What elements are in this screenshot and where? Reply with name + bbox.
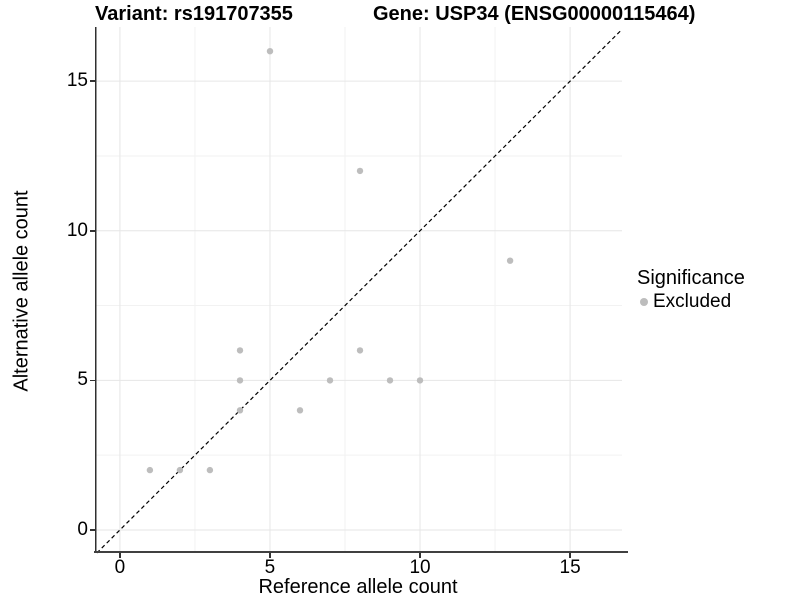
x-axis-title: Reference allele count (258, 576, 458, 598)
y-tick-label: 5 (77, 369, 88, 391)
data-point (386, 377, 394, 384)
plot-panel (94, 27, 628, 554)
x-tick-label: 15 (559, 557, 581, 578)
y-tick-label: 15 (66, 70, 88, 92)
y-tick-mark (90, 529, 95, 531)
data-point (356, 347, 364, 354)
data-point (206, 466, 214, 474)
plot-canvas (94, 27, 628, 554)
y-tick-label: 10 (66, 219, 88, 241)
plot-title-gene: Gene: USP34 (ENSG00000115464) (373, 3, 696, 25)
legend-item-label: Excluded (653, 291, 732, 312)
x-tick-mark (569, 553, 571, 558)
data-point (236, 347, 244, 354)
x-tick-label: 10 (409, 557, 431, 578)
x-tick-mark (119, 553, 121, 558)
y-tick-mark (90, 80, 95, 82)
data-point (236, 377, 244, 384)
x-tick-mark (269, 553, 271, 558)
x-tick-mark (419, 553, 421, 558)
y-tick-mark (90, 379, 95, 382)
x-tick-label: 0 (114, 557, 126, 578)
data-point (266, 48, 274, 55)
data-point (326, 377, 334, 384)
y-tick-label: 0 (77, 518, 88, 540)
data-point (236, 407, 244, 414)
data-point (416, 377, 424, 384)
data-point (356, 167, 364, 175)
data-point (176, 466, 184, 474)
data-point (296, 407, 304, 414)
data-point (506, 257, 514, 264)
x-tick-label: 5 (264, 557, 276, 578)
legend-item-excluded: Excluded (637, 291, 745, 313)
y-tick-mark (90, 230, 95, 232)
legend-title: Significance (637, 267, 745, 289)
excluded-point-icon (640, 298, 648, 306)
data-point (146, 466, 154, 474)
identity-line (96, 28, 623, 554)
legend: Significance Excluded (637, 266, 745, 313)
y-axis-title: Alternative allele count (10, 190, 33, 392)
plot-title-variant: Variant: rs191707355 (95, 3, 293, 25)
